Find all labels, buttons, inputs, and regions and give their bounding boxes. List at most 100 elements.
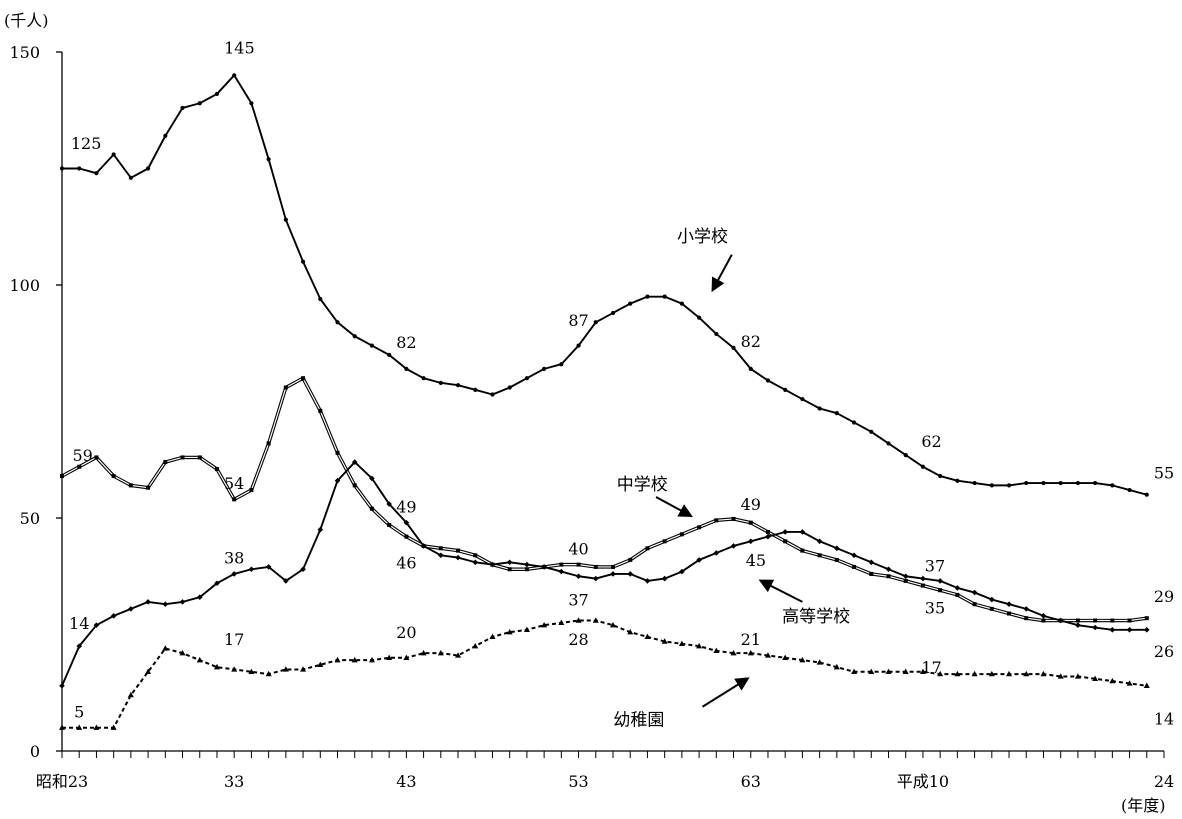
data-label: 26 bbox=[1154, 642, 1174, 661]
elementary-point bbox=[524, 376, 530, 381]
kindergarten-point bbox=[971, 670, 978, 677]
elementary-point bbox=[714, 331, 719, 337]
elementary-point bbox=[128, 175, 133, 180]
kindergarten-point bbox=[954, 670, 961, 677]
elementary-point bbox=[662, 294, 667, 299]
high_school-point bbox=[1006, 601, 1012, 608]
kindergarten-point bbox=[730, 649, 737, 656]
junior_high-point bbox=[559, 562, 564, 567]
junior_high-point bbox=[1127, 618, 1132, 623]
junior_high-point bbox=[387, 522, 392, 527]
junior_high-point bbox=[920, 583, 925, 588]
elementary-point bbox=[163, 133, 168, 138]
elementary-point bbox=[851, 420, 857, 425]
elementary-point bbox=[1110, 483, 1115, 488]
junior_high-point bbox=[714, 518, 719, 523]
junior_high-point bbox=[834, 557, 839, 562]
kindergarten-point bbox=[231, 666, 238, 672]
data-label: 46 bbox=[396, 553, 416, 572]
kindergarten-line bbox=[62, 619, 1147, 729]
elementary-point bbox=[266, 157, 271, 162]
elementary-point bbox=[610, 310, 616, 316]
elementary-point bbox=[1127, 487, 1132, 493]
elementary-point bbox=[335, 320, 340, 325]
junior_high-point bbox=[1007, 611, 1012, 616]
kindergarten-point bbox=[782, 654, 789, 660]
junior_high-point bbox=[869, 571, 874, 576]
kindergarten-point bbox=[937, 670, 944, 677]
junior_high-point bbox=[852, 564, 857, 569]
junior_high-point bbox=[283, 385, 288, 390]
junior_high-point bbox=[197, 455, 202, 460]
high_school-point bbox=[248, 566, 255, 573]
kindergarten-point bbox=[885, 668, 892, 674]
elementary-point bbox=[180, 105, 185, 111]
high_school-point bbox=[1143, 627, 1150, 633]
elementary-point bbox=[387, 352, 392, 357]
junior_high-point bbox=[128, 483, 133, 488]
kindergarten-point bbox=[902, 668, 909, 674]
data-label: 37 bbox=[925, 557, 945, 576]
data-label: 62 bbox=[921, 432, 941, 451]
x-tick-label: 43 bbox=[396, 772, 416, 791]
elementary-point bbox=[834, 411, 839, 416]
high_school-label-arrow bbox=[758, 579, 803, 603]
high_school-point bbox=[351, 459, 358, 465]
kindergarten-point bbox=[764, 652, 771, 658]
kindergarten-point bbox=[523, 626, 530, 633]
junior_high-point bbox=[473, 553, 478, 558]
elementary-point bbox=[473, 387, 478, 392]
high_school-point bbox=[1057, 617, 1064, 624]
high_school-point bbox=[1126, 627, 1133, 633]
high_school-point bbox=[162, 601, 169, 608]
junior_high-point bbox=[524, 567, 529, 572]
high_school-point bbox=[627, 571, 634, 577]
junior_high-point bbox=[1075, 618, 1080, 623]
junior_high-point bbox=[955, 592, 960, 597]
junior_high-series-label: 中学校 bbox=[617, 475, 668, 495]
kindergarten-point bbox=[506, 628, 513, 635]
data-label: 82 bbox=[396, 333, 416, 352]
elementary-point bbox=[972, 480, 977, 486]
kindergarten-point bbox=[145, 668, 152, 674]
junior_high-point bbox=[94, 455, 99, 460]
elementary-point bbox=[421, 376, 426, 381]
junior_high-point bbox=[1093, 618, 1098, 623]
junior_high-line-outer bbox=[61, 376, 1148, 623]
junior_high-point bbox=[60, 474, 64, 479]
high_school-point bbox=[317, 526, 324, 533]
elementary-point bbox=[542, 366, 547, 371]
kindergarten-point bbox=[489, 633, 496, 640]
elementary-point bbox=[748, 366, 753, 371]
junior_high-point bbox=[1024, 616, 1029, 621]
elementary-point bbox=[94, 171, 99, 176]
junior_high-point bbox=[507, 567, 512, 572]
elementary-point bbox=[318, 296, 323, 302]
data-label: 29 bbox=[1154, 587, 1174, 606]
kindergarten-point bbox=[1057, 673, 1064, 679]
high_school-point bbox=[989, 596, 995, 603]
high_school-point bbox=[696, 557, 702, 563]
y-tick-label: 50 bbox=[20, 509, 40, 528]
kindergarten-point bbox=[162, 645, 169, 651]
high_school-point bbox=[128, 606, 134, 612]
kindergarten-point bbox=[868, 668, 875, 674]
high_school-point bbox=[403, 519, 410, 526]
elementary-point bbox=[197, 101, 202, 106]
kindergarten-point bbox=[575, 617, 582, 623]
data-label: 17 bbox=[224, 630, 244, 649]
high_school-point bbox=[1075, 622, 1081, 628]
kindergarten-point bbox=[351, 656, 358, 663]
data-label: 14 bbox=[1154, 709, 1174, 728]
elementary-point bbox=[59, 166, 65, 171]
elementary-point bbox=[249, 101, 254, 106]
high_school-point bbox=[834, 545, 840, 552]
high_school-point bbox=[334, 477, 341, 484]
series-layer bbox=[59, 73, 1150, 730]
junior_high-point bbox=[438, 546, 443, 551]
high_school-point bbox=[300, 566, 306, 573]
x-tick-label: 昭和23 bbox=[36, 772, 88, 791]
kindergarten-point bbox=[76, 724, 83, 730]
high_school-point bbox=[265, 564, 272, 570]
elementary-point bbox=[903, 452, 908, 458]
